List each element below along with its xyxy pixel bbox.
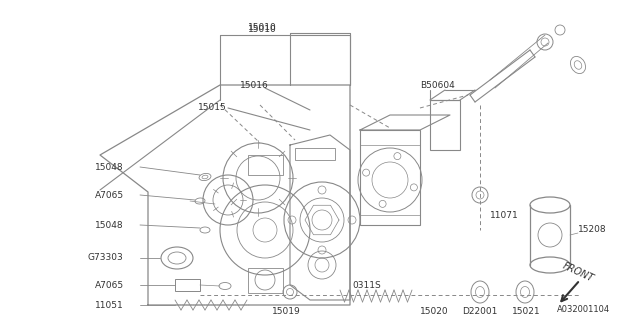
Text: 15020: 15020 [420,308,449,316]
Text: A7065: A7065 [95,190,124,199]
Text: 15048: 15048 [95,220,124,229]
Text: 11051: 11051 [95,300,124,309]
Text: 15019: 15019 [272,308,301,316]
Bar [248,268,283,293]
Text: 15015: 15015 [198,103,227,113]
Text: FRONT: FRONT [561,260,595,284]
Text: 15016: 15016 [240,81,269,90]
Text: 15010: 15010 [248,23,276,33]
Text: 15021: 15021 [512,308,541,316]
Text: 11071: 11071 [490,211,519,220]
Bar [360,130,420,225]
Text: D22001: D22001 [462,308,497,316]
Bar [248,155,283,175]
Bar [175,279,200,291]
Bar [430,100,460,150]
Text: 15048: 15048 [95,163,124,172]
Text: G73303: G73303 [88,253,124,262]
Text: 15208: 15208 [578,226,607,235]
Text: B50604: B50604 [420,81,455,90]
Bar [295,148,335,160]
Text: A7065: A7065 [95,281,124,290]
Text: 15010: 15010 [248,26,276,35]
Text: 0311S: 0311S [352,281,381,290]
Text: A032001104: A032001104 [557,305,610,314]
